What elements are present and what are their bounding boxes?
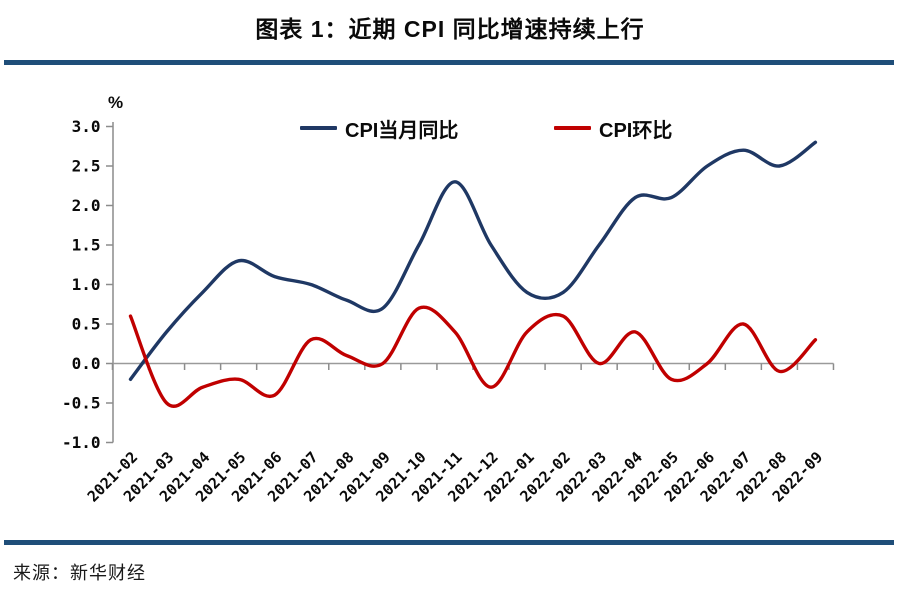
legend-item-cpi-yoy: CPI当月同比: [300, 116, 459, 142]
legend-line-swatch-yoy: [300, 126, 337, 130]
source-note: 来源：新华财经: [13, 563, 146, 583]
svg-text:0.5: 0.5: [72, 315, 101, 334]
legend-label-cpi-yoy: CPI当月同比: [345, 119, 459, 142]
top-divider-rule: [4, 60, 894, 65]
chart-title: 图表 1：近期 CPI 同比增速持续上行: [255, 16, 645, 42]
svg-text:-1.0: -1.0: [62, 433, 101, 452]
legend-item-cpi-mom: CPI环比: [554, 116, 673, 142]
svg-text:2.5: 2.5: [72, 157, 101, 176]
legend-line-swatch-mom: [554, 126, 591, 130]
svg-text:2.0: 2.0: [72, 196, 101, 215]
svg-text:0.0: 0.0: [72, 354, 101, 373]
bottom-divider-rule: [4, 540, 894, 545]
svg-text:-0.5: -0.5: [62, 394, 101, 413]
svg-text:3.0: 3.0: [72, 117, 101, 136]
legend-label-cpi-mom: CPI环比: [599, 119, 673, 142]
svg-text:1.5: 1.5: [72, 236, 101, 255]
y-axis-unit-label: %: [108, 93, 124, 112]
svg-text:1.0: 1.0: [72, 275, 101, 294]
